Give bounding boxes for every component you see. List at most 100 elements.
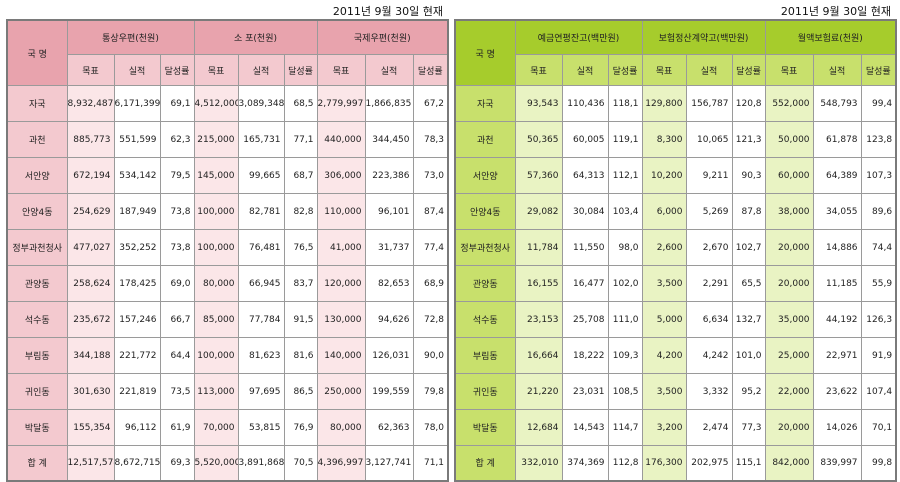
value-cell: 306,000 xyxy=(316,157,366,194)
value-cell: 70,1 xyxy=(860,409,897,446)
value-cell: 6,634 xyxy=(685,301,733,338)
value-cell: 4,512,000 xyxy=(193,85,239,122)
value-cell: 29,082 xyxy=(514,193,563,230)
value-cell: 4,242 xyxy=(685,337,733,374)
value-cell: 91,5 xyxy=(283,301,318,338)
value-cell: 14,886 xyxy=(812,229,862,266)
value-cell: 64,4 xyxy=(159,337,195,374)
value-cell: 80,000 xyxy=(316,409,366,446)
group-header: 국제우편(천원) xyxy=(316,19,449,55)
value-cell: 9,211 xyxy=(685,157,733,194)
value-cell: 61,9 xyxy=(159,409,195,446)
value-cell: 73,8 xyxy=(159,193,195,230)
value-cell: 8,672,715 xyxy=(113,445,161,481)
value-cell: 50,000 xyxy=(764,121,814,158)
value-cell: 165,731 xyxy=(237,121,285,158)
value-cell: 5,269 xyxy=(685,193,733,230)
group-header: 예금연평잔고(백만원) xyxy=(514,19,643,55)
table-row: 서안양 672,194 534,142 79,5 145,000 99,665 68,7 30… xyxy=(6,157,449,194)
value-cell: 130,000 xyxy=(316,301,366,338)
value-cell: 14,543 xyxy=(561,409,609,446)
value-cell: 223,386 xyxy=(364,157,414,194)
value-cell: 123,8 xyxy=(860,121,897,158)
report-date: 2011년 9월 30일 현재 xyxy=(332,5,443,18)
value-cell: 3,500 xyxy=(641,265,687,302)
value-cell: 67,2 xyxy=(412,85,449,122)
table-row: 정부과천청사 11,784 11,550 98,0 2,600 2,670 102,7 20,… xyxy=(454,229,897,266)
value-cell: 76,5 xyxy=(283,229,318,266)
value-cell: 95,2 xyxy=(731,373,766,410)
value-cell: 254,629 xyxy=(66,193,115,230)
col-header-actual: 실적 xyxy=(113,54,161,86)
value-cell: 70,000 xyxy=(193,409,239,446)
value-cell: 100,000 xyxy=(193,229,239,266)
value-cell: 374,369 xyxy=(561,445,609,481)
col-header-target: 목표 xyxy=(66,54,115,86)
value-cell: 101,0 xyxy=(731,337,766,374)
region-name-cell: 석수동 xyxy=(6,301,68,338)
value-cell: 60,000 xyxy=(764,157,814,194)
value-cell: 157,246 xyxy=(113,301,161,338)
value-cell: 64,313 xyxy=(561,157,609,194)
value-cell: 41,000 xyxy=(316,229,366,266)
value-cell: 344,188 xyxy=(66,337,115,374)
value-cell: 73,0 xyxy=(412,157,449,194)
col-header-target: 목표 xyxy=(641,54,687,86)
value-cell: 55,9 xyxy=(860,265,897,302)
group-header: 월액보험료(천원) xyxy=(764,19,897,55)
value-cell: 839,997 xyxy=(812,445,862,481)
region-name-cell: 과천 xyxy=(454,121,516,158)
value-cell: 94,626 xyxy=(364,301,414,338)
value-cell: 112,1 xyxy=(607,157,643,194)
mail-performance-panel: 2011년 9월 30일 현재 국 명 통상우편(천원) 소 포(천원) 국제우… xyxy=(6,4,450,482)
value-cell: 30,084 xyxy=(561,193,609,230)
region-name-cell: 석수동 xyxy=(454,301,516,338)
value-cell: 885,773 xyxy=(66,121,115,158)
region-name-cell: 부림동 xyxy=(6,337,68,374)
table-row: 박달동 155,354 96,112 61,9 70,000 53,815 76,9 80,0… xyxy=(6,409,449,446)
value-cell: 78,3 xyxy=(412,121,449,158)
region-name-cell: 과천 xyxy=(6,121,68,158)
value-cell: 114,7 xyxy=(607,409,643,446)
value-cell: 81,623 xyxy=(237,337,285,374)
value-cell: 108,5 xyxy=(607,373,643,410)
value-cell: 66,7 xyxy=(159,301,195,338)
value-cell: 2,474 xyxy=(685,409,733,446)
value-cell: 8,932,487 xyxy=(66,85,115,122)
value-cell: 107,4 xyxy=(860,373,897,410)
value-cell: 11,784 xyxy=(514,229,563,266)
value-cell: 10,200 xyxy=(641,157,687,194)
region-name-cell: 귀인동 xyxy=(454,373,516,410)
value-cell: 4,396,997 xyxy=(316,445,366,481)
value-cell: 74,4 xyxy=(860,229,897,266)
value-cell: 100,000 xyxy=(193,193,239,230)
value-cell: 65,5 xyxy=(731,265,766,302)
value-cell: 96,112 xyxy=(113,409,161,446)
report-date: 2011년 9월 30일 현재 xyxy=(780,5,891,18)
value-cell: 25,000 xyxy=(764,337,814,374)
region-name-cell: 합 계 xyxy=(454,445,516,481)
value-cell: 110,000 xyxy=(316,193,366,230)
value-cell: 120,8 xyxy=(731,85,766,122)
value-cell: 20,000 xyxy=(764,229,814,266)
value-cell: 126,031 xyxy=(364,337,414,374)
table-row: 석수동 23,153 25,708 111,0 5,000 6,634 132,7 35,00… xyxy=(454,301,897,338)
value-cell: 73,8 xyxy=(159,229,195,266)
value-cell: 96,101 xyxy=(364,193,414,230)
value-cell: 68,7 xyxy=(283,157,318,194)
value-cell: 16,477 xyxy=(561,265,609,302)
value-cell: 20,000 xyxy=(764,409,814,446)
value-cell: 3,500 xyxy=(641,373,687,410)
value-cell: 16,664 xyxy=(514,337,563,374)
table-row: 정부과천청사 477,027 352,252 73,8 100,000 76,481 76,… xyxy=(6,229,449,266)
value-cell: 4,200 xyxy=(641,337,687,374)
value-cell: 110,436 xyxy=(561,85,609,122)
value-cell: 534,142 xyxy=(113,157,161,194)
region-name-cell: 귀인동 xyxy=(6,373,68,410)
value-cell: 23,622 xyxy=(812,373,862,410)
value-cell: 3,332 xyxy=(685,373,733,410)
region-header: 국 명 xyxy=(454,19,516,86)
table-row: 자국 8,932,487 6,171,399 69,1 4,512,000 3,089,3… xyxy=(6,85,449,122)
value-cell: 97,695 xyxy=(237,373,285,410)
value-cell: 2,670 xyxy=(685,229,733,266)
